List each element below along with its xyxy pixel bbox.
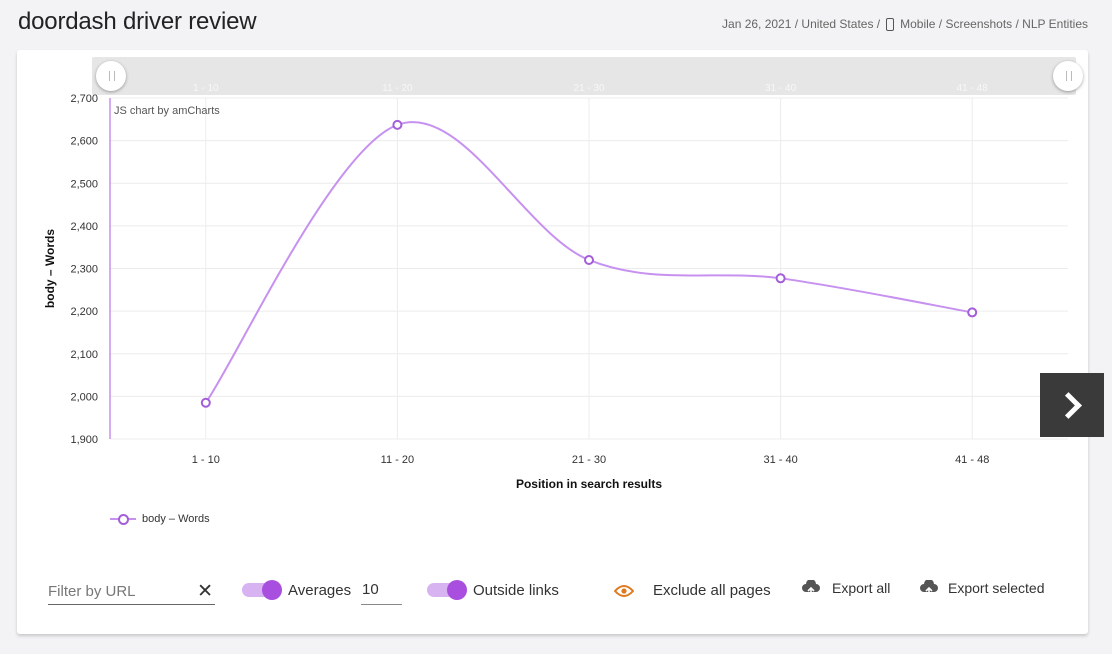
legend-series-label: body – Words	[142, 513, 210, 525]
y-tick-label: 2,400	[70, 221, 98, 233]
scrollbar-start-grip[interactable]	[96, 61, 126, 91]
clear-filter-icon[interactable]: ✕	[197, 581, 213, 602]
data-point	[775, 273, 786, 284]
y-tick-label: 2,300	[70, 264, 98, 276]
chart-toolbar: ✕ Averages 10 Outside links Exclude all …	[48, 574, 1058, 610]
breadcrumb-path[interactable]: Mobile / Screenshots / NLP Entities	[900, 17, 1088, 31]
y-axis-title: body – Words	[43, 229, 57, 308]
page-title: doordash driver review	[18, 8, 257, 35]
chart-card	[17, 50, 1088, 634]
y-tick-label: 2,100	[70, 349, 98, 361]
y-tick-label: 2,600	[70, 136, 98, 148]
export-selected-button[interactable]: Export selected	[948, 580, 1045, 596]
chevron-right-icon	[1054, 391, 1082, 419]
data-point	[967, 307, 978, 318]
scrollbar-label: 11 - 20	[382, 83, 413, 94]
eye-icon[interactable]	[614, 584, 634, 598]
y-tick-label: 2,500	[70, 178, 98, 190]
exclude-all-pages-button[interactable]: Exclude all pages	[653, 582, 771, 599]
averages-label: Averages	[288, 582, 352, 599]
averages-count-input[interactable]: 10	[361, 578, 402, 605]
breadcrumb: Jan 26, 2021 / United States / Mobile / …	[722, 17, 1088, 31]
y-tick-label: 2,700	[70, 93, 98, 105]
outside-links-toggle[interactable]	[427, 580, 467, 600]
mobile-phone-icon	[886, 17, 895, 31]
cloud-upload-icon[interactable]	[919, 580, 939, 598]
averages-toggle-knob	[262, 580, 282, 600]
y-tick-label: 2,200	[70, 306, 98, 318]
x-axis-title: Position in search results	[516, 477, 662, 491]
scrollbar-label: 21 - 30	[573, 83, 605, 94]
data-point	[584, 254, 594, 265]
y-tick-label: 1,900	[70, 434, 98, 446]
y-tick-label: 2,000	[70, 391, 98, 403]
scrollbar-label: 1 - 10	[193, 83, 219, 94]
export-all-button[interactable]: Export all	[832, 580, 891, 596]
averages-toggle[interactable]	[242, 580, 282, 600]
scrollbar-end-grip[interactable]	[1053, 61, 1083, 91]
filter-by-url-input[interactable]	[48, 582, 188, 600]
x-tick-label: 11 - 20	[381, 454, 414, 466]
data-point	[200, 397, 211, 408]
outside-links-label: Outside links	[473, 582, 559, 599]
x-tick-label: 21 - 30	[572, 454, 606, 466]
filter-by-url-field: ✕	[48, 578, 215, 605]
chart-credit[interactable]: JS chart by amCharts	[114, 105, 220, 117]
scrollbar-label: 31 - 40	[765, 83, 797, 94]
x-tick-label: 1 - 10	[192, 454, 220, 466]
x-tick-label: 41 - 48	[955, 454, 989, 466]
scrollbar-label: 41 - 48	[957, 83, 989, 94]
breadcrumb-date-region[interactable]: Jan 26, 2021 / United States /	[722, 17, 881, 31]
chart-legend[interactable]: body – Words	[110, 513, 210, 525]
chart-scrollbar[interactable]	[92, 57, 1076, 95]
cloud-upload-icon[interactable]	[801, 580, 821, 598]
outside-links-toggle-knob	[447, 580, 467, 600]
series-line	[204, 121, 973, 404]
legend-line-marker-icon	[110, 513, 136, 525]
data-point	[392, 119, 403, 130]
next-slide-button[interactable]	[1040, 373, 1104, 437]
x-tick-label: 31 - 40	[763, 454, 797, 466]
